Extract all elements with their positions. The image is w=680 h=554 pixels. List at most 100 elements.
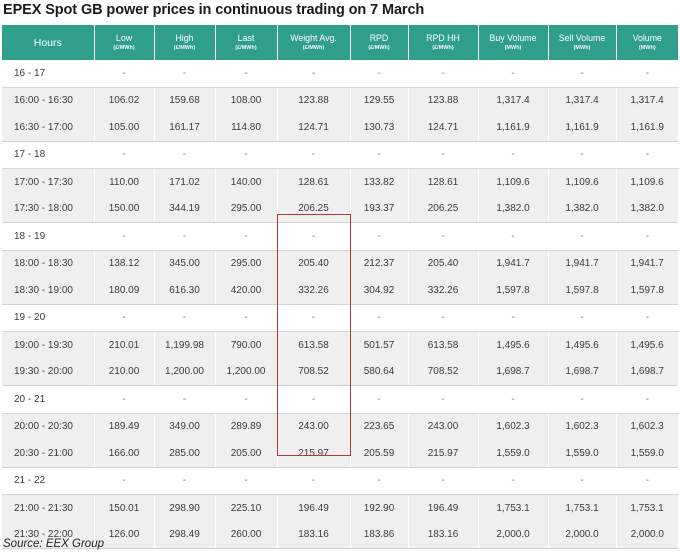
- hour-cell: 16:30 - 17:00: [2, 114, 95, 142]
- placeholder-cell: -: [350, 385, 409, 414]
- value-cell: 1,941.7: [478, 250, 549, 277]
- value-cell: 1,495.6: [548, 331, 617, 359]
- value-cell: 215.97: [408, 440, 479, 468]
- value-cell: 183.16: [408, 521, 479, 549]
- placeholder-cell: -: [478, 304, 549, 332]
- value-cell: 2,000.0: [548, 521, 617, 549]
- group-row: 19 - 20- - - - - - - - -: [2, 304, 678, 332]
- value-cell: 205.40: [408, 250, 479, 277]
- table-row: 19:30 - 20:00 210.00 1,200.00 1,200.00 708.5…: [2, 358, 678, 386]
- value-cell: 1,698.7: [478, 358, 549, 386]
- value-cell: 1,317.4: [548, 87, 617, 114]
- placeholder-cell: -: [548, 141, 617, 169]
- placeholder-cell: -: [616, 467, 678, 495]
- page-title: EPEX Spot GB power prices in continuous …: [3, 2, 425, 18]
- column-header-rpd-hh: RPD HH (£/MWh): [408, 25, 479, 60]
- value-cell: 708.52: [408, 358, 479, 386]
- value-cell: 140.00: [215, 168, 278, 196]
- value-cell: 183.86: [350, 521, 409, 549]
- value-cell: 192.90: [350, 494, 409, 522]
- value-cell: 196.49: [408, 494, 479, 522]
- value-cell: 285.00: [154, 440, 216, 468]
- value-cell: 114.80: [215, 114, 278, 142]
- value-cell: 108.00: [215, 87, 278, 114]
- value-cell: 1,602.3: [616, 413, 679, 440]
- value-cell: 295.00: [215, 195, 278, 223]
- value-cell: 1,495.6: [616, 331, 679, 359]
- value-cell: 708.52: [277, 358, 351, 386]
- placeholder-cell: -: [350, 141, 409, 169]
- group-label: 16 - 17: [2, 60, 95, 88]
- value-cell: 205.00: [215, 440, 278, 468]
- value-cell: 171.02: [154, 168, 216, 196]
- placeholder-cell: -: [277, 304, 351, 332]
- hour-cell: 19:00 - 19:30: [2, 331, 95, 359]
- group-label: 21 - 22: [2, 467, 95, 495]
- placeholder-cell: -: [94, 141, 155, 169]
- placeholder-cell: -: [215, 304, 278, 332]
- value-cell: 243.00: [277, 413, 351, 440]
- hour-cell: 20:00 - 20:30: [2, 413, 95, 440]
- placeholder-cell: -: [215, 60, 278, 88]
- hour-cell: 21:30 - 22:00: [2, 521, 95, 549]
- column-header-high: High (£/MWh): [154, 25, 216, 60]
- placeholder-cell: -: [215, 467, 278, 495]
- value-cell: 295.00: [215, 250, 278, 277]
- value-cell: 206.25: [277, 195, 351, 223]
- placeholder-cell: -: [215, 385, 278, 414]
- value-cell: 123.88: [277, 87, 351, 114]
- value-cell: 580.64: [350, 358, 409, 386]
- value-cell: 1,199.98: [154, 331, 216, 359]
- value-cell: 196.49: [277, 494, 351, 522]
- value-cell: 223.65: [350, 413, 409, 440]
- table-row: 16:00 - 16:30 106.02 159.68 108.00 123.88 129…: [2, 87, 679, 114]
- value-cell: 180.09: [94, 277, 155, 305]
- value-cell: 1,161.9: [478, 114, 549, 142]
- placeholder-cell: -: [94, 60, 155, 88]
- hour-cell: 21:00 - 21:30: [2, 494, 95, 522]
- placeholder-cell: -: [154, 304, 216, 332]
- placeholder-cell: -: [616, 60, 678, 88]
- source-note: Source: EEX Group: [3, 538, 104, 550]
- price-table: Hours Low (£/MWh) High (£/MWh) Last (£/MWh)…: [2, 25, 679, 549]
- placeholder-cell: -: [154, 141, 216, 169]
- table-row: 18:00 - 18:30 138.12 345.00 295.00 205.40 212…: [2, 250, 679, 277]
- hour-cell: 19:30 - 20:00: [2, 358, 95, 386]
- value-cell: 2,000.0: [616, 521, 678, 549]
- value-cell: 1,161.9: [616, 114, 678, 142]
- group-row: 17 - 18- - - - - - - - -: [2, 141, 678, 169]
- column-header-sell-volume: Sell Volume (MWh): [548, 25, 617, 60]
- value-cell: 210.00: [94, 358, 155, 386]
- table-row: 17:00 - 17:30 110.00 171.02 140.00 128.61 133…: [2, 168, 679, 196]
- column-header-low: Low (£/MWh): [94, 25, 155, 60]
- value-cell: 2,000.0: [478, 521, 549, 549]
- value-cell: 124.71: [408, 114, 479, 142]
- value-cell: 1,559.0: [548, 440, 617, 468]
- value-cell: 128.61: [277, 168, 351, 196]
- placeholder-cell: -: [478, 385, 549, 414]
- column-header-last: Last (£/MWh): [215, 25, 278, 60]
- placeholder-cell: -: [277, 141, 351, 169]
- value-cell: 1,698.7: [548, 358, 617, 386]
- value-cell: 332.26: [408, 277, 479, 305]
- value-cell: 225.10: [215, 494, 278, 522]
- value-cell: 138.12: [94, 250, 155, 277]
- value-cell: 1,161.9: [548, 114, 617, 142]
- value-cell: 420.00: [215, 277, 278, 305]
- group-label: 20 - 21: [2, 385, 95, 414]
- hour-cell: 17:30 - 18:00: [2, 195, 95, 223]
- value-cell: 206.25: [408, 195, 479, 223]
- placeholder-cell: -: [616, 222, 678, 251]
- value-cell: 1,317.4: [478, 87, 549, 114]
- table-row: 21:30 - 22:00 126.00 298.49 260.00 183.16 183…: [2, 521, 678, 549]
- value-cell: 189.49: [94, 413, 155, 440]
- hour-cell: 17:00 - 17:30: [2, 168, 95, 196]
- group-row: 20 - 21- - - - - - - - -: [2, 385, 678, 414]
- value-cell: 298.49: [154, 521, 216, 549]
- value-cell: 1,698.7: [616, 358, 678, 386]
- column-header-weight-avg: Weight Avg. (£/MWh): [277, 25, 351, 60]
- value-cell: 105.00: [94, 114, 155, 142]
- value-cell: 1,753.1: [478, 494, 549, 522]
- value-cell: 1,200.00: [154, 358, 216, 386]
- value-cell: 1,109.6: [548, 168, 617, 196]
